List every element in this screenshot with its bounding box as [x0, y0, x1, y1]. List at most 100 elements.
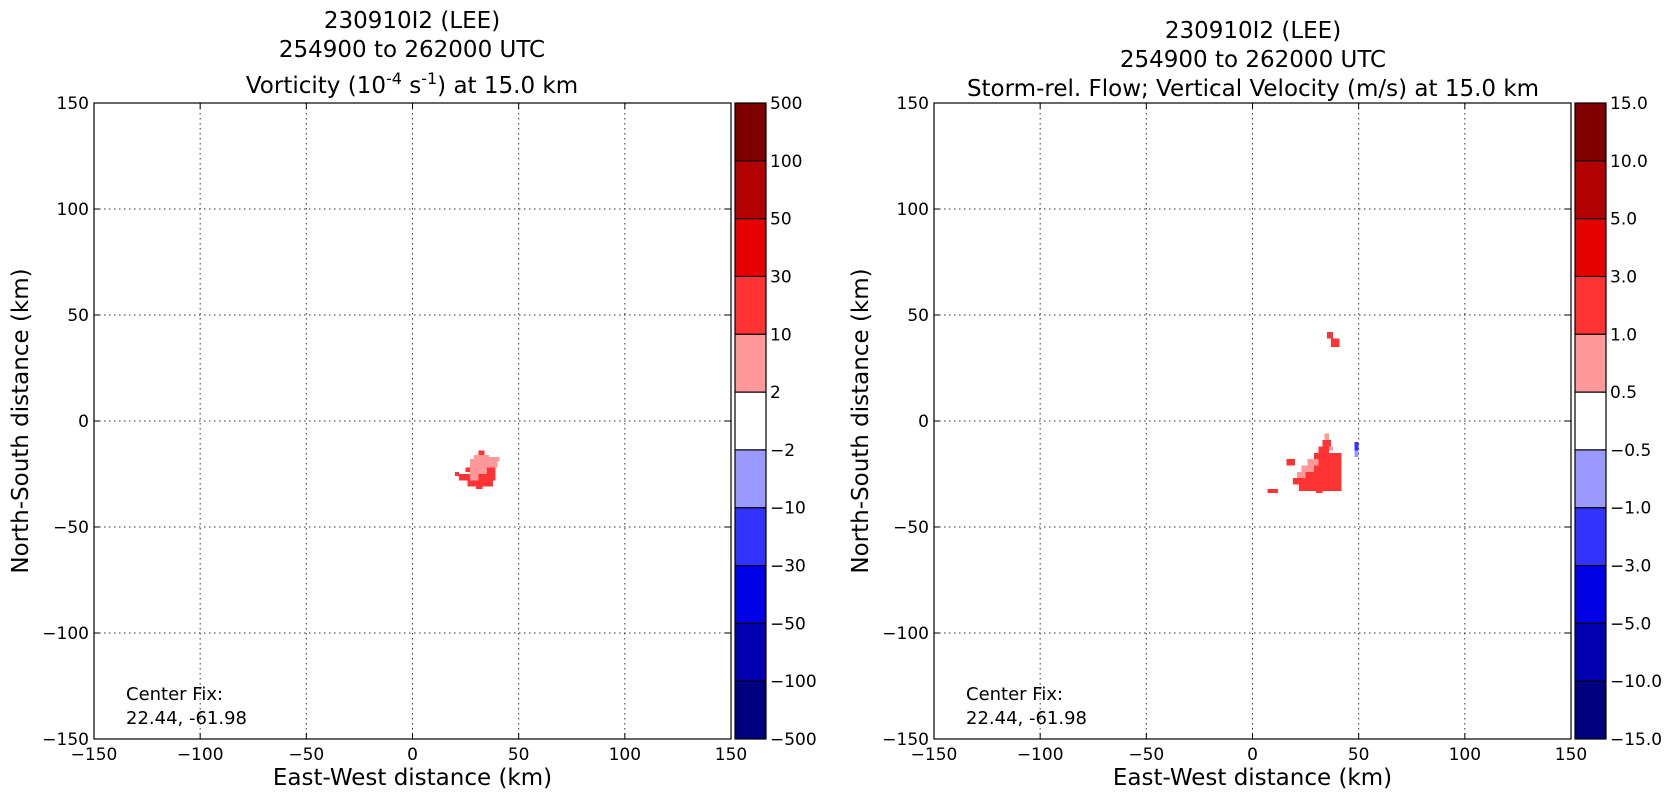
- colorbar-tick-label: −3.0: [1610, 557, 1651, 577]
- colorbar-tick-label: 100: [770, 152, 802, 172]
- data-cell: [1301, 465, 1315, 472]
- colorbar-segment: [1575, 218, 1606, 277]
- colorbar-segment: [735, 565, 766, 624]
- y-tick-label: 100: [57, 200, 89, 220]
- colorbar-tick-label: 30: [770, 267, 792, 287]
- y-tick-label: 150: [57, 94, 89, 114]
- y-tick-label: −150: [42, 730, 89, 750]
- y-tick-label: 50: [67, 306, 89, 326]
- x-tick-label: 100: [1449, 745, 1481, 765]
- data-cell: [467, 480, 494, 487]
- data-cell: [488, 457, 500, 462]
- colorbar-segment: [1575, 507, 1606, 566]
- colorbar-tick-label: 10.0: [1610, 152, 1648, 172]
- subtitle-part-pre: Vorticity (10: [246, 73, 386, 99]
- colorbar-tick-label: 3.0: [1610, 267, 1637, 287]
- colorbar-segment: [735, 276, 766, 335]
- colorbar-tick-label: 10: [770, 325, 792, 345]
- x-tick-label: 100: [609, 745, 641, 765]
- colorbar-tick-label: 1.0: [1610, 325, 1637, 345]
- data-cell: [1314, 452, 1342, 460]
- data-cell: [1307, 459, 1319, 466]
- data-cell: [459, 474, 470, 481]
- chart-subtitle: Vorticity (10-4 s-1) at 15.0 km: [246, 69, 578, 99]
- colorbar-segment: [1575, 449, 1606, 508]
- center-fix-annotation-line-2: 22.44, -61.98: [126, 708, 247, 729]
- colorbar: −15.0 −10.0 −5.0 −3.0 −1.0 −0.5 0.5 1.0 3.0 5.0 10…: [1574, 94, 1662, 750]
- data-cell: [1316, 488, 1323, 494]
- data-cell: [1297, 471, 1306, 479]
- x-tick-label: −50: [1128, 745, 1164, 765]
- x-tick-label: 0: [1247, 745, 1258, 765]
- x-tick-label: 50: [1348, 745, 1370, 765]
- data-cell: [1354, 450, 1359, 458]
- data-cell: [476, 484, 483, 489]
- chart-panel-2: 230910I2 (LEE) 254900 to 262000 UTC Storm-…: [848, 18, 1662, 791]
- chart-title-line-1: 230910I2 (LEE): [1165, 18, 1341, 44]
- data-cell: [1326, 331, 1334, 339]
- colorbar-segment: [735, 392, 766, 450]
- data-cell: [478, 474, 496, 481]
- colorbar-tick-label: −5.0: [1610, 614, 1651, 634]
- x-tick-label: 0: [407, 745, 418, 765]
- data-cell: [1328, 446, 1334, 451]
- data-cell: [1305, 471, 1342, 479]
- colorbar-segment: [1575, 334, 1606, 393]
- colorbar-segment: [1575, 565, 1606, 624]
- colorbar-tick-label: 0.5: [1610, 383, 1637, 403]
- subtitle-part-post: ) at 15.0 km: [437, 73, 578, 99]
- data-cell: [486, 467, 496, 474]
- center-fix-annotation-line-1: Center Fix:: [126, 684, 223, 705]
- data-cell: [1299, 484, 1342, 491]
- data-cell: [1267, 488, 1278, 494]
- data-cell: [1354, 442, 1359, 451]
- data-cell: [1324, 433, 1329, 441]
- x-axis-label: East-West distance (km): [1113, 765, 1392, 791]
- colorbar: −500 −100 −50 −30 −10 −2 2 10 30 50 100 500: [734, 94, 817, 750]
- data-cell: [478, 450, 485, 455]
- chart-subtitle: Storm-rel. Flow; Vertical Velocity (m/s)…: [967, 76, 1539, 102]
- y-tick-label: −150: [882, 730, 929, 750]
- colorbar-tick-label: −2: [770, 441, 795, 461]
- y-tick-label: 0: [918, 412, 929, 432]
- chart-title-line-1: 230910I2 (LEE): [324, 8, 500, 34]
- colorbar-segment: [735, 507, 766, 566]
- colorbar-tick-label: 5.0: [1610, 210, 1637, 230]
- y-tick-label: −100: [42, 624, 89, 644]
- data-cell: [1314, 465, 1342, 472]
- colorbar-tick-label: 2: [770, 383, 781, 403]
- y-tick-label: 100: [897, 200, 929, 220]
- x-tick-label: −100: [1017, 745, 1064, 765]
- colorbar-tick-label: −1.0: [1610, 499, 1651, 519]
- subtitle-part-sup1: -4: [386, 69, 402, 88]
- x-tick-label: 50: [508, 745, 530, 765]
- y-tick-label: −50: [53, 518, 89, 538]
- x-tick-label: −150: [911, 745, 958, 765]
- colorbar-frame: [734, 102, 767, 740]
- data-cell: [474, 454, 489, 460]
- data-cell: [1322, 440, 1332, 447]
- y-tick-label: 0: [78, 412, 89, 432]
- colorbar-segment: [735, 103, 766, 161]
- data-cell: [465, 467, 470, 472]
- data-cell: [493, 461, 498, 468]
- data-cell: [1331, 338, 1340, 347]
- chart-title-line-2: 254900 to 262000 UTC: [279, 37, 545, 63]
- data-cell: [454, 471, 460, 477]
- colorbar-tick-label: −10.0: [1610, 672, 1662, 692]
- y-axis-label: North-South distance (km): [8, 268, 34, 573]
- x-tick-label: −50: [288, 745, 324, 765]
- colorbar-segment: [735, 449, 766, 508]
- colorbar-frame: [1574, 102, 1607, 740]
- x-tick-label: 150: [1555, 745, 1587, 765]
- colorbar-tick-label: 500: [770, 94, 802, 114]
- y-tick-label: −50: [893, 518, 929, 538]
- data-cell: [1286, 459, 1295, 466]
- center-fix-annotation-line-2: 22.44, -61.98: [966, 708, 1087, 729]
- data-cell: [1318, 446, 1329, 453]
- colorbar-segment: [1575, 623, 1606, 682]
- data-cell: [1292, 478, 1342, 485]
- y-tick-label: −100: [882, 624, 929, 644]
- colorbar-segment: [735, 218, 766, 277]
- chart-panel-1: 230910I2 (LEE) 254900 to 262000 UTC Vortic…: [8, 8, 817, 791]
